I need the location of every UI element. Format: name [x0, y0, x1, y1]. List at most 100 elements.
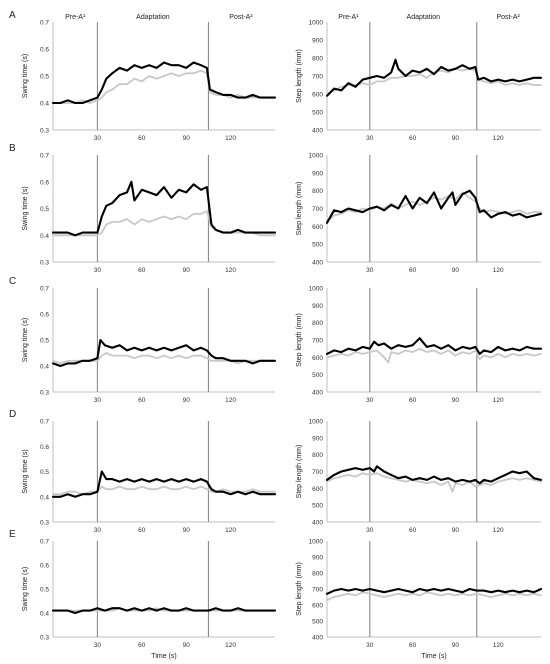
chart-panel-b-step-length: 400 500 600 700 800 900 1000 30 60 90 120 Step leng…: [296, 153, 543, 274]
x-tick-label: 60: [409, 267, 417, 274]
x-tick-label: 120: [493, 527, 504, 534]
y-tick-label: 0.4: [40, 101, 49, 108]
y-tick-label: 1000: [309, 419, 324, 426]
y-axis-label: Swing time (s): [22, 449, 29, 493]
y-tick-label: 500: [312, 242, 323, 249]
y-tick-label: 0.6: [40, 563, 49, 570]
y-tick-label: 500: [312, 503, 323, 510]
chart-panel-a-step-length: 400 500 600 700 800 900 1000 30 60 90 120 Step leng…: [296, 14, 543, 142]
y-tick-label: 0.5: [40, 338, 49, 345]
x-tick-label: 60: [138, 642, 146, 649]
y-tick-label: 0.3: [40, 260, 49, 267]
x-tick-label: 60: [138, 267, 146, 274]
y-tick-label: 0.3: [40, 520, 49, 527]
series-line-gray: [326, 591, 542, 602]
y-tick-label: 0.4: [40, 611, 49, 618]
chart-panel-e-swing-time: 0.3 0.4 0.5 0.6 0.7 30 60 90 120 Swing time (s) Ti…: [22, 539, 277, 660]
panel-letter-a: A: [9, 10, 16, 21]
y-tick-label: 0.5: [40, 206, 49, 213]
x-tick-label: 90: [183, 397, 191, 404]
y-axis-label: Swing time (s): [22, 186, 29, 230]
x-axis-title: Time (s): [151, 653, 176, 660]
x-tick-label: 60: [409, 397, 417, 404]
y-tick-label: 1000: [309, 153, 324, 160]
y-tick-label: 0.6: [40, 312, 49, 319]
phase-label-adaptation: Adaptation: [136, 14, 170, 21]
x-tick-label: 60: [138, 397, 146, 404]
x-tick-label: 60: [409, 135, 417, 142]
y-tick-label: 500: [312, 619, 323, 626]
x-tick-label: 120: [493, 397, 504, 404]
x-tick-label: 120: [493, 135, 504, 142]
chart-panel-c-step-length: 400 500 600 700 800 900 1000 30 60 90 120 Step leng…: [296, 286, 543, 404]
series-line-gray: [326, 191, 542, 222]
y-axis-label: Swing time (s): [22, 567, 29, 611]
y-tick-label: 0.6: [40, 47, 49, 54]
y-tick-label: 0.4: [40, 233, 49, 240]
y-tick-label: 0.7: [40, 286, 49, 293]
panel-letter-c: C: [9, 276, 16, 287]
y-tick-label: 600: [312, 92, 323, 99]
x-tick-label: 90: [183, 642, 191, 649]
y-tick-label: 800: [312, 56, 323, 63]
x-tick-label: 90: [452, 527, 460, 534]
x-tick-label: 30: [94, 527, 102, 534]
series-line-black: [51, 338, 277, 368]
x-tick-label: 30: [94, 397, 102, 404]
x-tick-label: 60: [138, 135, 146, 142]
series-line-black: [325, 189, 543, 224]
x-tick-label: 120: [493, 267, 504, 274]
panel-letter-b: B: [9, 143, 16, 154]
y-tick-label: 0.7: [40, 539, 49, 546]
x-tick-label: 90: [452, 135, 460, 142]
y-tick-label: 0.3: [40, 390, 49, 397]
y-tick-label: 800: [312, 452, 323, 459]
y-tick-label: 900: [312, 38, 323, 45]
series-line-black: [325, 587, 543, 595]
y-tick-label: 600: [312, 355, 323, 362]
y-tick-label: 700: [312, 206, 323, 213]
y-tick-label: 0.3: [40, 128, 49, 135]
x-tick-label: 30: [366, 642, 374, 649]
phase-label-adaptation: Adaptation: [407, 14, 441, 21]
x-tick-label: 120: [225, 135, 236, 142]
x-tick-label: 60: [409, 527, 417, 534]
y-axis-label: Step length (mm): [296, 182, 303, 236]
y-tick-label: 600: [312, 224, 323, 231]
y-tick-label: 0.7: [40, 419, 49, 426]
series-line-black: [51, 180, 277, 237]
phase-label-post: Post-A²: [229, 14, 253, 21]
x-tick-label: 30: [94, 135, 102, 142]
y-axis-label: Swing time (s): [22, 318, 29, 362]
y-tick-label: 700: [312, 74, 323, 81]
x-tick-label: 30: [366, 397, 374, 404]
x-tick-label: 30: [94, 642, 102, 649]
x-tick-label: 90: [183, 135, 191, 142]
y-tick-label: 400: [312, 390, 323, 397]
y-tick-label: 0.5: [40, 469, 49, 476]
x-tick-label: 120: [493, 642, 504, 649]
y-tick-label: 1000: [309, 20, 324, 27]
y-tick-label: 0.6: [40, 444, 49, 451]
x-tick-label: 90: [183, 267, 191, 274]
x-tick-label: 30: [366, 527, 374, 534]
y-axis-label: Step length (mm): [296, 562, 303, 616]
chart-panel-c-swing-time: 0.3 0.4 0.5 0.6 0.7 30 60 90 120 Swing time (s): [22, 286, 277, 404]
y-axis-label: Step length (mm): [296, 313, 303, 367]
panel-letter-d: D: [9, 409, 16, 420]
y-tick-label: 0.4: [40, 494, 49, 501]
y-tick-label: 700: [312, 469, 323, 476]
y-tick-label: 600: [312, 603, 323, 610]
y-tick-label: 0.3: [40, 635, 49, 642]
phase-label-pre: Pre-A¹: [338, 14, 359, 21]
x-tick-label: 120: [225, 397, 236, 404]
x-tick-label: 30: [366, 267, 374, 274]
y-tick-label: 0.6: [40, 179, 49, 186]
chart-panel-a-swing-time: 0.3 0.4 0.5 0.6 0.7 30 60 90 120 Swing time (s) Pr…: [22, 14, 277, 142]
chart-panel-e-step-length: 400 500 600 700 800 900 1000 30 60 90 120 Step leng…: [296, 539, 543, 660]
y-axis-label: Step length (mm): [296, 445, 303, 499]
x-tick-label: 60: [138, 527, 146, 534]
x-tick-label: 60: [409, 642, 417, 649]
y-tick-label: 500: [312, 372, 323, 379]
